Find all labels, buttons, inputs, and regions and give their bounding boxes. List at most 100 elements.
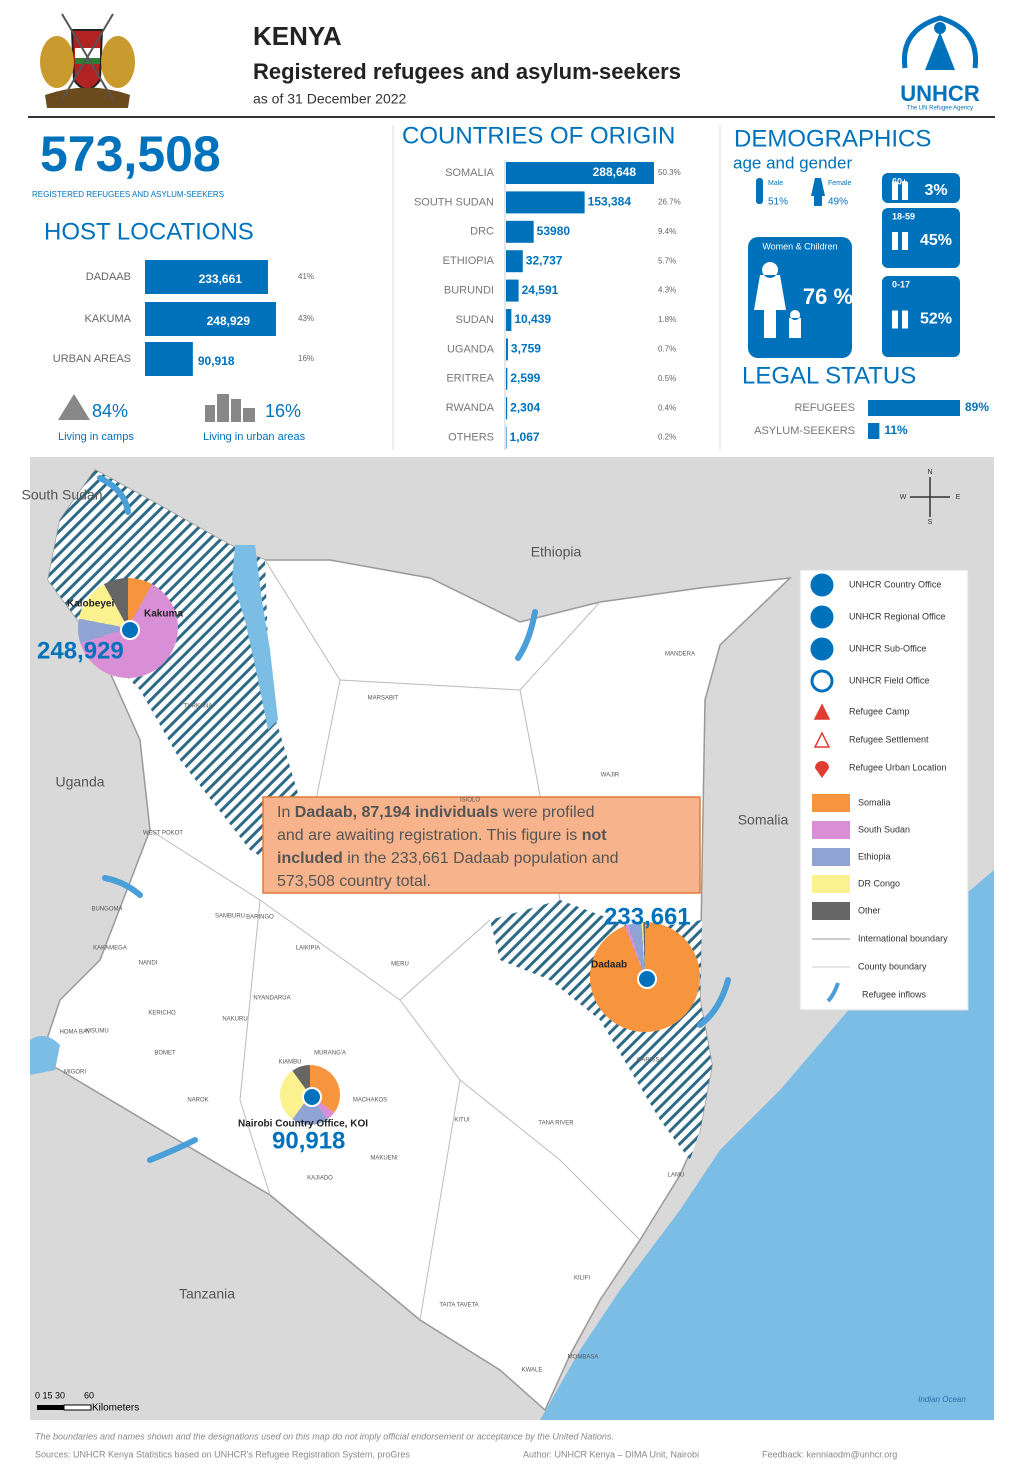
pie-slice (624, 924, 645, 977)
compass-label: E (956, 494, 961, 501)
county-label: TANA RIVER (538, 1121, 574, 1127)
callout-text: and are awaiting registration. This figu… (277, 827, 582, 844)
bar-value: 2,599 (510, 371, 540, 385)
site-label: Kakuma (144, 609, 183, 620)
bar-label: DRC (470, 226, 494, 238)
pie-slice (292, 1065, 310, 1095)
legend-swatch (812, 794, 850, 812)
pie-slice (77, 618, 128, 644)
county-label: KAJIADO (307, 1176, 333, 1182)
woman-icon (754, 262, 786, 338)
pie-slice (643, 922, 645, 977)
county-label: KERICHO (148, 1011, 176, 1017)
age-label: 0-17 (892, 279, 910, 289)
legend-label: Refugee Urban Location (849, 762, 947, 772)
bar-label: REFUGEES (794, 402, 855, 414)
county-label: LAIKIPIA (296, 946, 320, 952)
legend-icon (815, 761, 829, 778)
org: UNHCR (900, 81, 980, 106)
bar-label: URBAN AREAS (53, 353, 131, 365)
legend-label: County boundary (858, 961, 927, 971)
tent-icon (58, 394, 90, 420)
legend-label: UNHCR Field Office (849, 675, 929, 685)
pie-slice (641, 922, 645, 977)
legend-label: Somalia (858, 797, 891, 807)
people-icon (892, 182, 908, 200)
bar-share: 26.7% (658, 198, 681, 207)
bar-value: 32,737 (526, 253, 563, 267)
scale-label: 60 (84, 1390, 94, 1400)
box-label: Women & Children (762, 241, 837, 251)
pie-slice (310, 1065, 341, 1113)
county-label: WAJIR (601, 773, 620, 779)
legend-swatch (812, 902, 850, 920)
callout-text: Dadaab, 87,194 individuals (295, 804, 499, 821)
legend-label: DR Congo (858, 878, 900, 888)
total-label: REGISTERED REFUGEES AND ASYLUM-SEEKERS (32, 190, 224, 199)
pie-slice (128, 578, 153, 628)
site-value: 248,929 (37, 637, 124, 664)
bar (506, 191, 585, 214)
bar-share: 0.2% (658, 433, 676, 442)
county-label: WEST POKOT (143, 831, 183, 837)
callout-text: not (582, 827, 608, 844)
county-label: TURKANA (184, 704, 213, 710)
bar-share: 0.7% (658, 345, 676, 354)
legend-label: South Sudan (858, 824, 910, 834)
county-label: BARINGO (246, 915, 274, 921)
county-label: KITUI (454, 1118, 470, 1124)
scale-label: 0 15 30 (35, 1390, 65, 1400)
age-box (882, 173, 960, 203)
county-label: BUNGOMA (91, 907, 122, 913)
org-tagline: The UN Refugee Agency (907, 106, 973, 112)
section-title: HOST LOCATIONS (44, 218, 254, 245)
bar-value: 288,648 (593, 165, 637, 179)
living-label: Living in camps (58, 431, 134, 443)
compass-label: N (927, 469, 932, 476)
legend-icon (810, 637, 834, 661)
bar-value: 248,929 (207, 314, 251, 328)
title: KENYA (253, 21, 342, 51)
legend-arrow (826, 982, 840, 1003)
pie-slice (628, 922, 645, 977)
county-label: MACHAKOS (353, 1098, 387, 1104)
callout-line: included in the 233,661 Dadaab populatio… (277, 850, 619, 867)
bar-value: 53980 (537, 224, 571, 238)
age-box (882, 276, 960, 357)
bar-label: ERITREA (446, 373, 494, 385)
bar (506, 309, 512, 331)
gender-value: 49% (828, 197, 848, 208)
legend-label: Refugee Camp (849, 706, 910, 716)
pie-slice (280, 1070, 310, 1120)
county-label: KAKAMEGA (93, 946, 127, 952)
building-icon (205, 394, 255, 422)
section-title: DEMOGRAPHICS (734, 125, 931, 152)
bar-value: 24,591 (522, 283, 559, 297)
site-label: Kalobeyei (67, 599, 114, 610)
country-label: Somalia (738, 812, 789, 828)
bar-share: 1.8% (658, 315, 676, 324)
county-label: GARISSA (637, 1058, 664, 1064)
county-label: BOMET (154, 1051, 176, 1057)
age-value: 3% (924, 182, 947, 199)
ocean-label: Indian Ocean (918, 1395, 966, 1404)
bar-value: 233,661 (199, 272, 243, 286)
site-icon (637, 969, 657, 989)
feedback: Feedback: kenniaodm@unhcr.org (762, 1449, 897, 1459)
bar-value: 2,304 (510, 400, 540, 414)
county-label: ISIOLO (460, 798, 480, 804)
living-value: 16% (265, 401, 301, 421)
section-title: COUNTRIES OF ORIGIN (402, 122, 675, 149)
bar-label: RWANDA (446, 402, 495, 414)
bar-label: UGANDA (447, 343, 495, 355)
unhcr-logo (901, 15, 979, 70)
bar-share: 0.4% (658, 403, 676, 412)
male-icon (756, 178, 763, 204)
site-label: Nairobi Country Office, KOI (238, 1119, 368, 1130)
county-label: SAMBURU (215, 914, 245, 920)
child-icon (789, 310, 801, 338)
disclaimer: The boundaries and names shown and the d… (35, 1431, 614, 1441)
bar-value: 90,918 (198, 354, 235, 368)
age-label: 60+ (892, 176, 907, 186)
author: Author: UNHCR Kenya – DIMA Unit, Nairobi (523, 1449, 699, 1459)
